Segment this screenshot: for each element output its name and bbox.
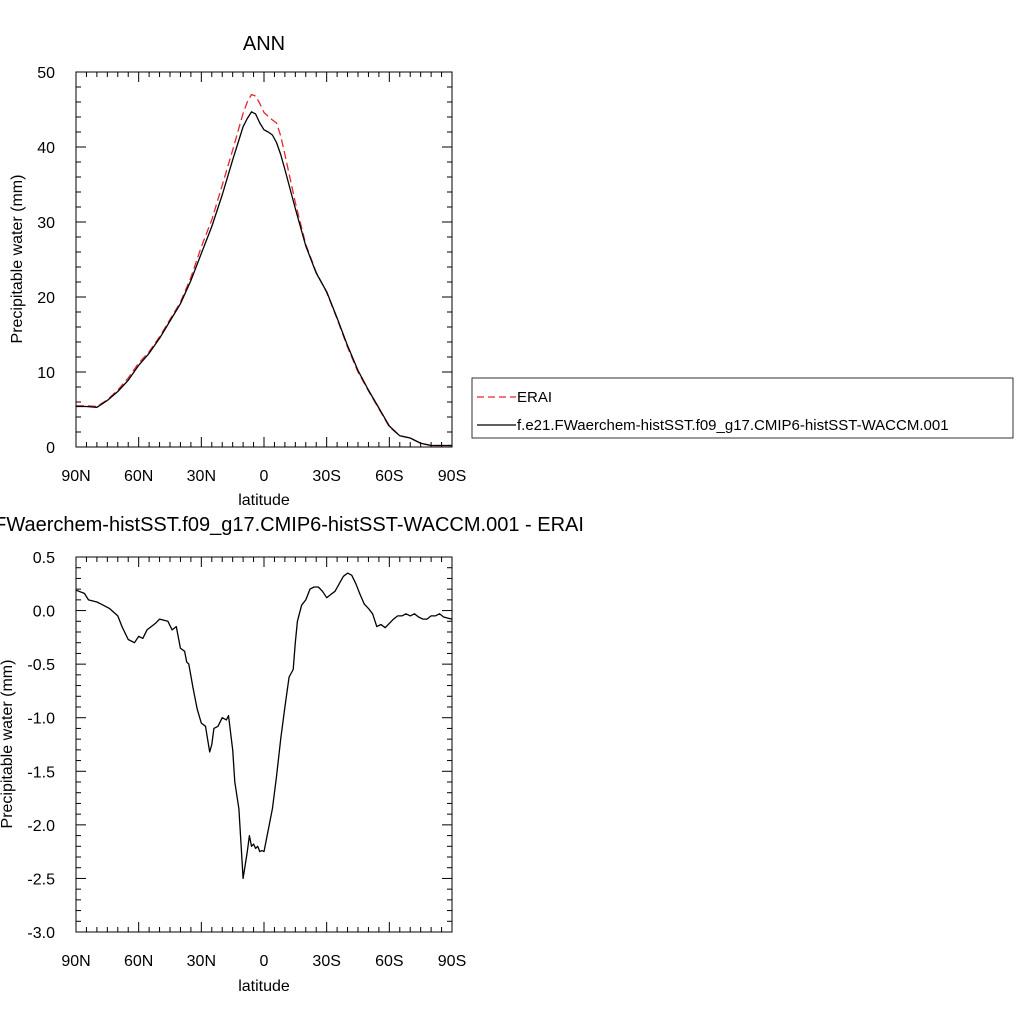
bottom-panel: f.e21.FWaerchem-histSST.f09_g17.CMIP6-hi… [0, 514, 584, 995]
top-plot-area: 90N 60N 30N 0 30S 60S 90S 0 10 20 30 40 50 [37, 65, 466, 485]
top-y-tick-label: 10 [37, 365, 55, 382]
bottom-x-tick-label: 0 [260, 953, 269, 970]
bottom-y-tick-label: -1.5 [27, 764, 55, 781]
top-series-model-line [76, 111, 452, 447]
top-panel: ANN latitude Precipitable water (mm) 90N… [9, 33, 466, 509]
bottom-x-axis-label: latitude [238, 978, 290, 995]
bottom-y-tick-label: -0.5 [27, 657, 55, 674]
bottom-x-tick-label: 60S [375, 953, 403, 970]
top-y-tick-label: 0 [46, 440, 55, 457]
top-x-tick-label: 30S [312, 468, 340, 485]
top-y-axis-label: Precipitable water (mm) [9, 175, 26, 344]
bottom-x-tick-label: 90S [438, 953, 466, 970]
top-y-tick-label: 20 [37, 290, 55, 307]
top-x-tick-label: 90S [438, 468, 466, 485]
top-y-tick-label: 40 [37, 140, 55, 157]
bottom-y-tick-label: 0.5 [33, 550, 55, 567]
legend-label-model: f.e21.FWaerchem-histSST.f09_g17.CMIP6-hi… [517, 417, 949, 434]
bottom-x-tick-label: 30S [312, 953, 340, 970]
top-x-tick-label: 0 [260, 468, 269, 485]
bottom-series-difference-line [75, 572, 453, 880]
top-y-tick-label: 30 [37, 215, 55, 232]
bottom-plot-frame [75, 556, 453, 933]
bottom-x-tick-label: 60N [124, 953, 153, 970]
bottom-y-tick-label: -1.0 [27, 711, 55, 728]
top-x-axis-label: latitude [238, 492, 290, 509]
bottom-y-tick-label: -2.5 [27, 871, 55, 888]
bottom-x-tick-label: 30N [187, 953, 216, 970]
top-chart-title: ANN [243, 33, 285, 55]
top-x-tick-label: 60N [124, 468, 153, 485]
legend: ERAI f.e21.FWaerchem-histSST.f09_g17.CMI… [471, 377, 1014, 439]
top-x-tick-label: 30N [187, 468, 216, 485]
legend-label-erai: ERAI [517, 389, 552, 406]
top-x-tick-label: 90N [61, 468, 90, 485]
bottom-y-axis-label: Precipitable water (mm) [0, 660, 16, 829]
bottom-y-tick-label: 0.0 [33, 604, 55, 621]
bottom-x-tick-label: 90N [61, 953, 90, 970]
top-y-tick-label: 50 [37, 65, 55, 82]
bottom-y-tick-label: -2.0 [27, 818, 55, 835]
bottom-plot-area: 90N 60N 30N 0 30S 60S 90S 0.5 0.0 -0.5 -1.0 -1.5 -2.… [27, 550, 466, 970]
top-x-tick-label: 60S [375, 468, 403, 485]
bottom-chart-title: f.e21.FWaerchem-histSST.f09_g17.CMIP6-hi… [0, 514, 584, 536]
bottom-y-tick-label: -3.0 [27, 925, 55, 942]
legend-box [471, 377, 1014, 439]
top-plot-frame [75, 71, 453, 448]
